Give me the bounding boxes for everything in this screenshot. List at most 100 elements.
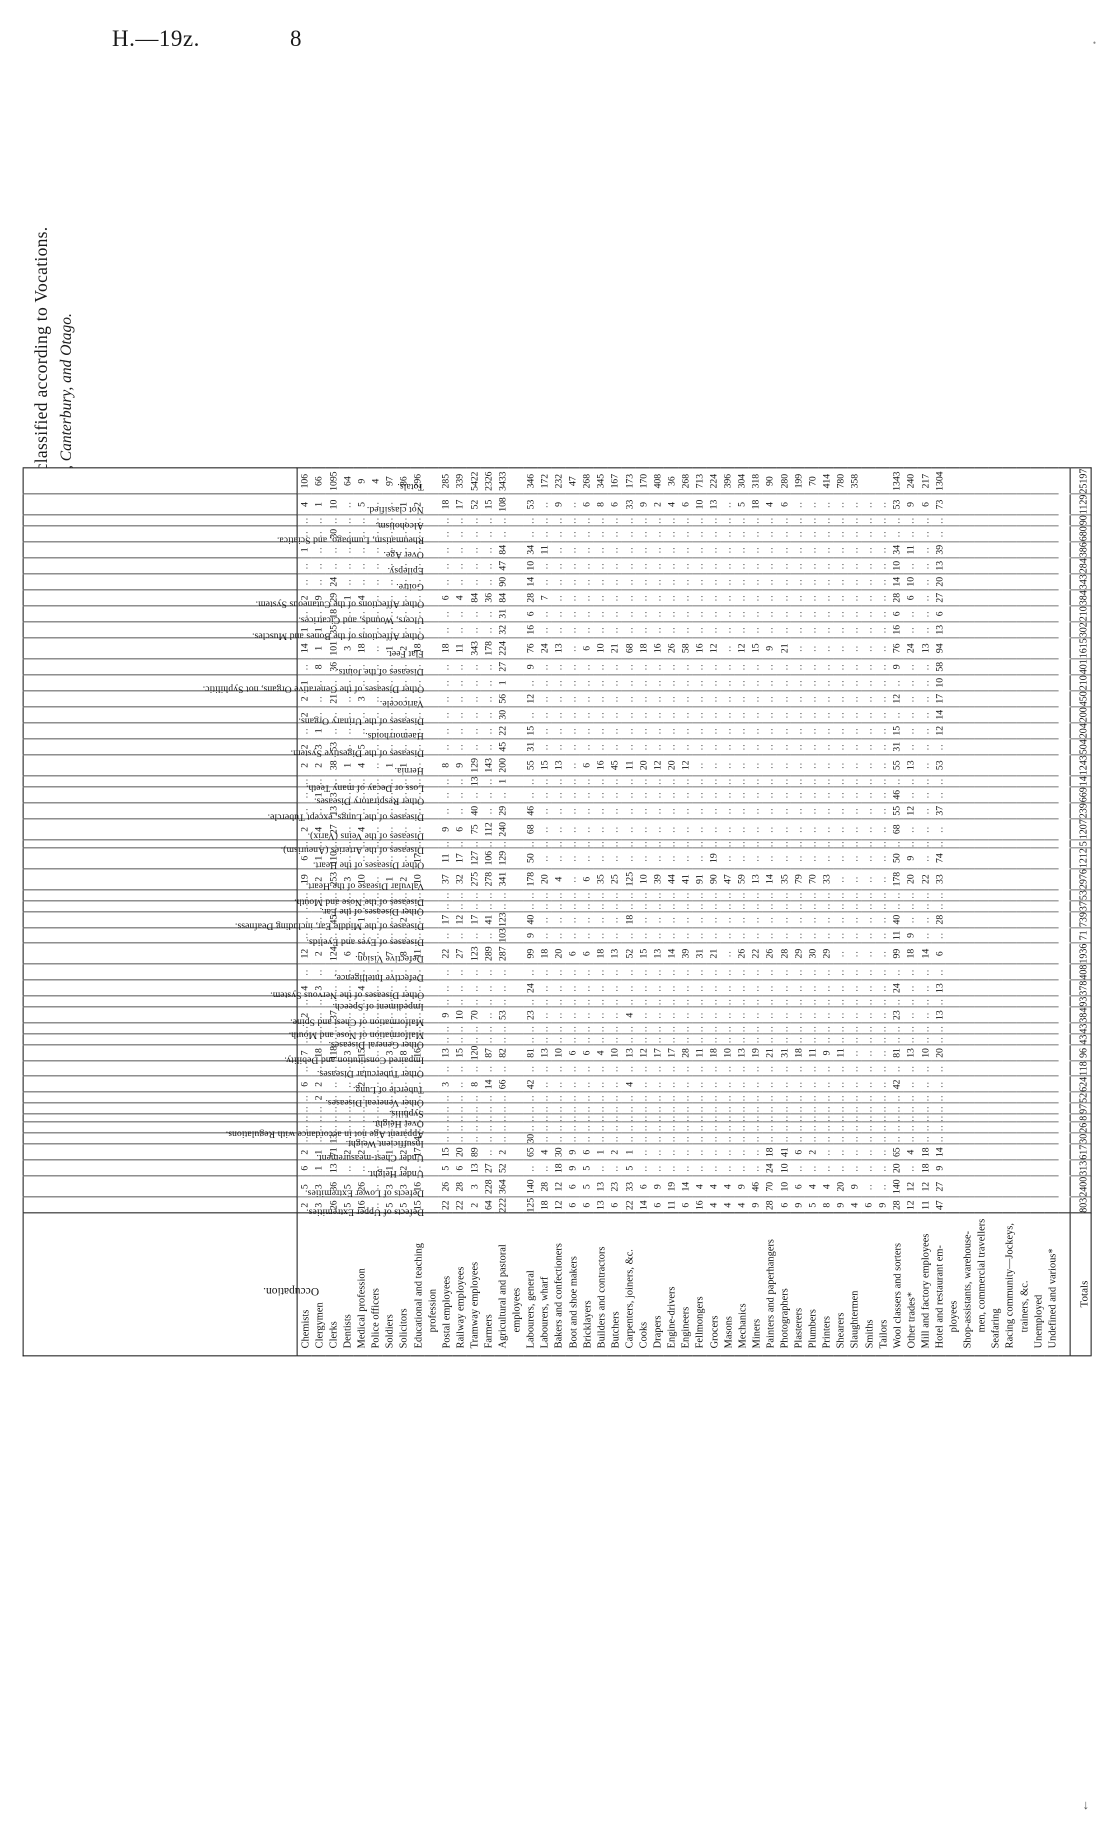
cell: .. [875, 690, 890, 707]
cell: 5422 [466, 468, 481, 495]
cell [1044, 775, 1059, 787]
cell [945, 802, 961, 819]
cell [509, 889, 524, 901]
cell: .. [621, 722, 636, 739]
empty-cell-dots: .. [567, 743, 579, 751]
table-row: Painters and paperhangers 28 70 24 18.......… [762, 468, 777, 1356]
empty-cell-dots: .. [638, 807, 650, 815]
cell [1016, 1060, 1031, 1077]
cell: .. [635, 557, 650, 574]
cell: .. [579, 847, 594, 869]
cell: .. [452, 605, 467, 622]
empty-cell-dots: .. [652, 594, 664, 602]
cell [1002, 1122, 1017, 1134]
empty-cell-dots: .. [539, 501, 551, 508]
empty-cell-dots: .. [652, 679, 664, 687]
cell: .. [678, 514, 693, 526]
cell: .. [875, 786, 890, 803]
cell: .. [819, 889, 834, 901]
empty-cell-dots: .. [877, 968, 889, 976]
cell: .. [734, 889, 749, 901]
cell: .. [875, 674, 890, 691]
empty-cell-dots: .. [497, 1025, 509, 1033]
empty-cell-dots: .. [469, 1135, 481, 1143]
cell: .. [734, 980, 749, 997]
empty-cell-dots: .. [863, 501, 875, 508]
cell [974, 706, 989, 723]
cell: .. [649, 1076, 665, 1093]
empty-cell-dots: .. [835, 968, 847, 976]
cell: .. [480, 514, 495, 526]
cell: 129 [466, 754, 481, 776]
cell: .. [452, 1103, 467, 1115]
cell [1002, 868, 1017, 890]
empty-cell-dots: .. [779, 1094, 791, 1102]
cell: .. [466, 900, 481, 912]
cell: .. [692, 775, 707, 787]
totals-spacer-row [1058, 468, 1070, 1356]
cell [1044, 621, 1059, 638]
empty-cell-dots: .. [440, 891, 452, 899]
empty-cell-dots: .. [666, 1065, 678, 1072]
cell [974, 868, 989, 890]
cell [1044, 754, 1059, 776]
cell: .. [734, 589, 749, 606]
cell: .. [537, 847, 552, 869]
spacer-cell [1059, 1133, 1070, 1144]
cell: .. [762, 964, 777, 981]
empty-cell-dots: .. [666, 663, 678, 671]
empty-cell-dots: .. [891, 968, 903, 976]
empty-cell-dots: .. [849, 711, 861, 719]
cell: 6 [607, 494, 622, 515]
cell: .. [903, 514, 918, 526]
empty-cell-dots: .. [440, 578, 452, 586]
cell: 13 [917, 637, 932, 659]
cell: .. [452, 738, 467, 755]
cell: 16 [649, 637, 665, 659]
cell: .. [819, 494, 834, 515]
empty-cell-dots: .. [877, 1105, 889, 1113]
cell: .. [875, 738, 890, 755]
cell [1002, 706, 1017, 723]
empty-cell-dots: .. [680, 1105, 692, 1113]
empty-cell-dots: .. [694, 916, 706, 924]
cell: .. [931, 1092, 946, 1104]
spacer-cell [1059, 515, 1070, 526]
empty-cell-dots: .. [539, 931, 551, 939]
cell: 26 [664, 637, 679, 659]
cell: .. [903, 964, 918, 981]
cell: .. [804, 964, 820, 981]
empty-cell-dots: .. [751, 578, 763, 586]
empty-cell-dots: .. [440, 777, 452, 785]
cell: 26 [734, 943, 749, 965]
empty-cell-dots: .. [863, 1080, 875, 1088]
empty-cell-dots: .. [849, 594, 861, 602]
empty-cell-dots: .. [624, 1135, 636, 1143]
empty-cell-dots: .. [539, 562, 551, 570]
cell: 55 [889, 802, 904, 819]
cell: .. [762, 1103, 777, 1115]
cell: .. [466, 1114, 481, 1123]
spacer-cell [1059, 1122, 1070, 1133]
cell: .. [833, 818, 848, 840]
cell: .. [762, 775, 777, 787]
cell [424, 557, 439, 574]
cell [509, 1092, 524, 1104]
empty-cell-dots: .. [765, 902, 777, 910]
cell: 6 [565, 1197, 580, 1214]
cell: .. [593, 1076, 608, 1093]
empty-cell-dots: .. [835, 950, 847, 958]
table-row: Masons 4 4.................. 10............… [720, 468, 735, 1356]
cell [509, 605, 524, 622]
cell: 4 [692, 1176, 707, 1198]
cell: .. [861, 996, 876, 1008]
cell: 76 [889, 637, 904, 659]
cell: .. [466, 541, 481, 558]
cell [974, 514, 989, 526]
cell: .. [621, 605, 636, 622]
cell: .. [833, 1076, 848, 1093]
cell: 18 [593, 943, 608, 965]
cell: .. [720, 690, 735, 707]
cell: .. [875, 573, 890, 590]
cell: .. [861, 943, 876, 965]
